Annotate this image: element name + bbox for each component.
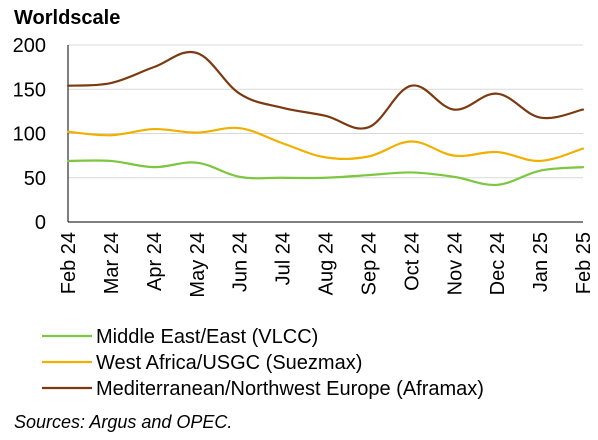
gridlines [67,44,583,223]
y-tick-label: 150 [13,79,46,101]
x-tick-label: Mar 24 [101,232,123,294]
x-tick-label: Jul 24 [273,232,295,285]
y-tick-label: 0 [35,212,46,234]
x-tick-label: Oct 24 [401,232,423,291]
series-line-1 [66,159,585,186]
x-tick-label: Jun 24 [230,232,252,292]
legend-label: Middle East/East (VLCC) [96,326,318,348]
x-tick-label: Feb 24 [58,232,80,294]
series-line-2 [66,126,585,163]
x-tick-label: Dec 24 [487,232,509,295]
legend-label: West Africa/USGC (Suezmax) [96,352,362,374]
source-note: Sources: Argus and OPEC. [14,412,232,432]
legend-label: Mediterranean/Northwest Europe (Aframax) [96,378,484,400]
x-tick-label: Nov 24 [444,232,466,295]
y-tick-label: 200 [13,35,46,57]
x-tick-label: May 24 [187,232,209,298]
x-tick-label: Sep 24 [358,232,380,295]
x-tick-label: Apr 24 [144,232,166,291]
x-tick-label: Aug 24 [316,232,338,295]
legend: Middle East/East (VLCC) West Africa/USGC … [42,326,484,400]
x-tick-label: Feb 25 [573,232,595,294]
series-line-3 [66,50,585,130]
y-tick-label: 50 [24,168,46,190]
x-tick-labels: Feb 24 Mar 24 Apr 24 May 24 Jun 24 Jul 24 Aug … [58,232,595,298]
y-tick-labels: 0 50 100 150 200 [13,35,46,234]
y-axis-title: Worldscale [14,7,120,29]
x-tick-label: Jan 25 [530,232,552,292]
y-tick-label: 100 [13,124,46,146]
series-lines [66,50,585,186]
